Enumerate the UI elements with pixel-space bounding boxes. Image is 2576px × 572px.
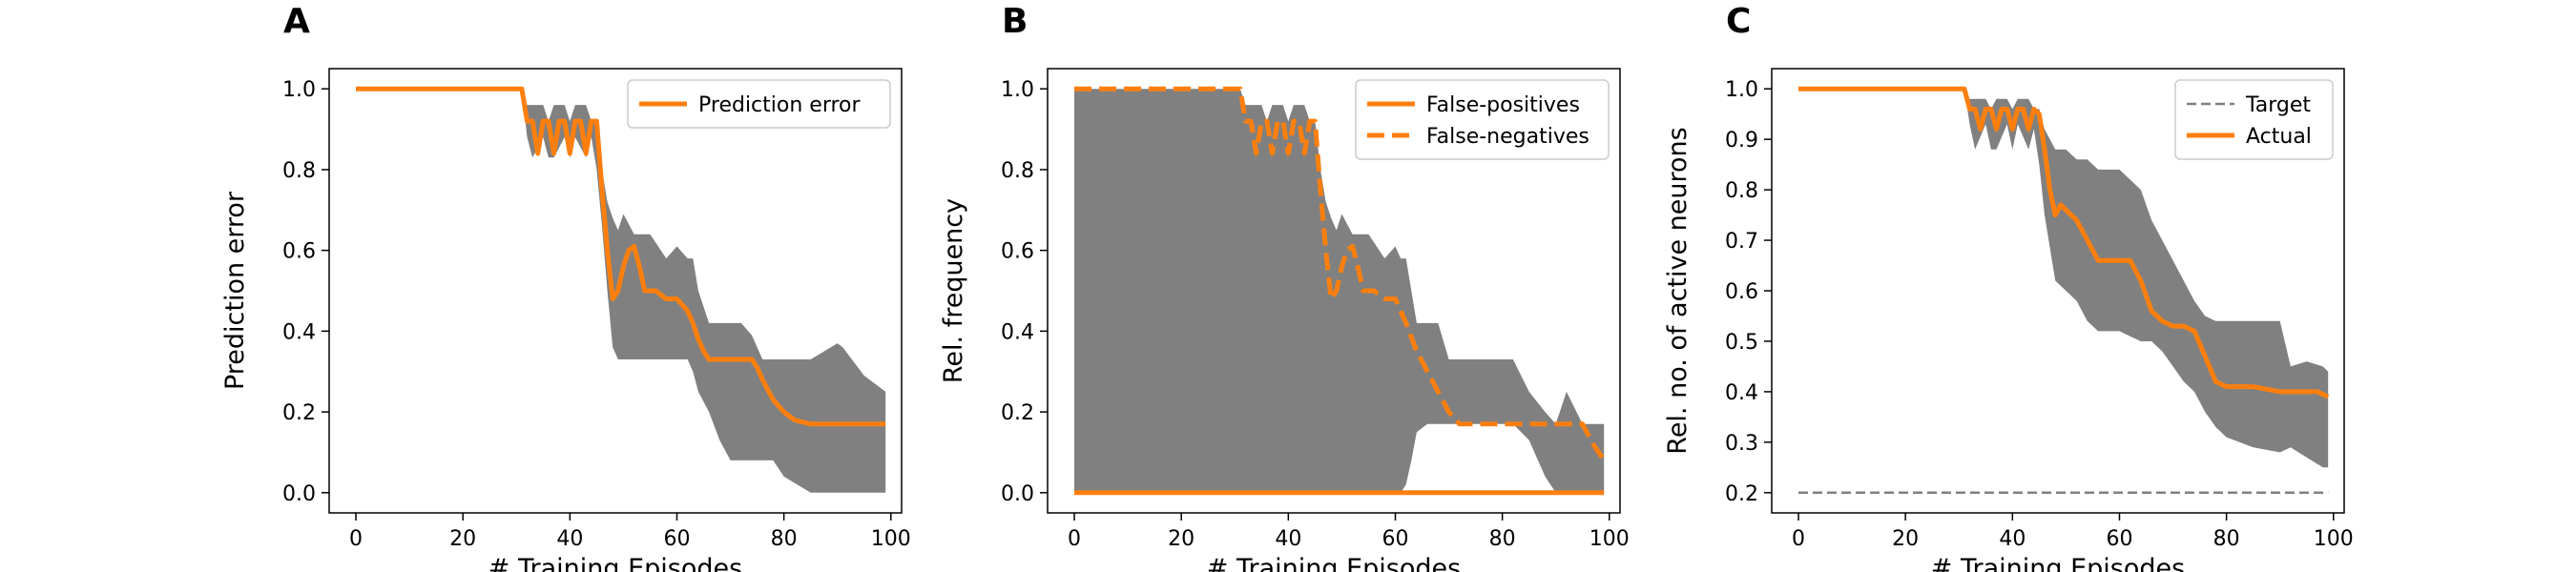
confidence-band [1798, 89, 2329, 468]
series-line-false-negatives [1074, 86, 1607, 462]
legend-label-target: Target [2245, 93, 2311, 117]
legend-label-false-negatives: False-negatives [1426, 125, 1589, 149]
x-tick-label: 40 [1275, 527, 1301, 551]
x-axis-label: # Training Episodes [1207, 554, 1461, 572]
legend: False-positives False-negatives [1355, 79, 1610, 160]
panel-a: A 0 20 40 60 80 100 0.0 0.2 0.4 0.6 0.8 1.0 # Trainin… [220, 2, 911, 572]
x-tick-label: 0 [349, 527, 363, 551]
panel-letter: C [1726, 2, 1751, 41]
y-tick-label: 0.5 [1725, 331, 1758, 355]
axes-frame [328, 68, 903, 514]
y-tick-label: 0.6 [1001, 240, 1034, 264]
x-tick-label: 40 [1999, 527, 2025, 551]
legend-box [627, 79, 891, 129]
y-tick-label: 0.6 [282, 240, 316, 264]
x-tick-label: 60 [1381, 527, 1408, 551]
x-tick-label: 100 [871, 527, 911, 551]
x-tick-label: 60 [2106, 527, 2132, 551]
x-tick-label: 80 [771, 527, 798, 551]
x-tick-label: 80 [2213, 527, 2240, 551]
y-tick-label: 0.2 [1001, 401, 1034, 425]
x-tick-label: 60 [663, 527, 690, 551]
legend-label-actual: Actual [2246, 125, 2312, 149]
y-tick-label: 0.0 [1001, 482, 1034, 506]
y-axis-label: Prediction error [220, 191, 250, 390]
legend: Target Actual [2174, 79, 2334, 160]
y-tick-label: 0.3 [1725, 432, 1758, 456]
x-axis-label: # Training Episodes [1931, 554, 2185, 572]
x-tick-label: 40 [556, 527, 583, 551]
y-tick-label: 0.4 [1725, 381, 1758, 405]
y-tick-label: 0.2 [282, 401, 316, 425]
confidence-band [356, 89, 886, 493]
x-tick-label: 0 [1792, 527, 1805, 551]
x-tick-label: 80 [1489, 527, 1516, 551]
series-line-actual [1798, 86, 2330, 399]
legend-label-false-positives: False-positives [1426, 93, 1580, 117]
y-tick-label: 0.4 [282, 320, 316, 344]
x-tick-label: 100 [2314, 527, 2354, 551]
confidence-band [1074, 89, 1605, 493]
panel-letter: A [283, 2, 310, 41]
y-axis-label: Rel. no. of active neurons [1663, 127, 1693, 454]
x-tick-label: 20 [1892, 527, 1919, 551]
legend-box [1355, 79, 1610, 160]
y-tick-label: 1.0 [1001, 78, 1034, 102]
y-tick-label: 0.7 [1725, 230, 1758, 254]
y-tick-label: 0.8 [282, 159, 316, 183]
legend-box [2174, 79, 2334, 160]
y-tick-label: 1.0 [282, 78, 316, 102]
y-tick-label: 0.4 [1001, 320, 1034, 344]
x-tick-label: 20 [449, 527, 476, 551]
panel-b: B 0 20 40 60 80 100 0.0 0.2 0.4 0.6 0.8 1.0 # Trainin… [939, 2, 1630, 572]
y-tick-label: 0.2 [1725, 482, 1758, 506]
legend-label-prediction-error: Prediction error [698, 93, 861, 117]
y-tick-label: 1.0 [1725, 78, 1758, 102]
y-tick-label: 0.8 [1001, 159, 1034, 183]
y-axis-label: Rel. frequency [939, 198, 968, 383]
x-tick-label: 20 [1168, 527, 1195, 551]
y-tick-label: 0.9 [1725, 129, 1758, 153]
legend: Prediction error [627, 79, 891, 129]
panel-letter: B [1002, 2, 1028, 41]
y-tick-label: 0.0 [282, 482, 316, 506]
y-tick-label: 0.8 [1725, 179, 1758, 203]
axes-frame [1047, 68, 1621, 514]
series-line-prediction-error [356, 86, 886, 427]
x-axis-label: # Training Episodes [488, 554, 742, 572]
x-tick-label: 0 [1068, 527, 1081, 551]
x-tick-label: 100 [1589, 527, 1630, 551]
panel-c: C 0 20 40 60 80 100 0.2 0.3 0.4 0.5 0.6 0.7 0.8 0.9 1.0… [1663, 2, 2354, 572]
y-tick-label: 0.6 [1725, 280, 1758, 304]
